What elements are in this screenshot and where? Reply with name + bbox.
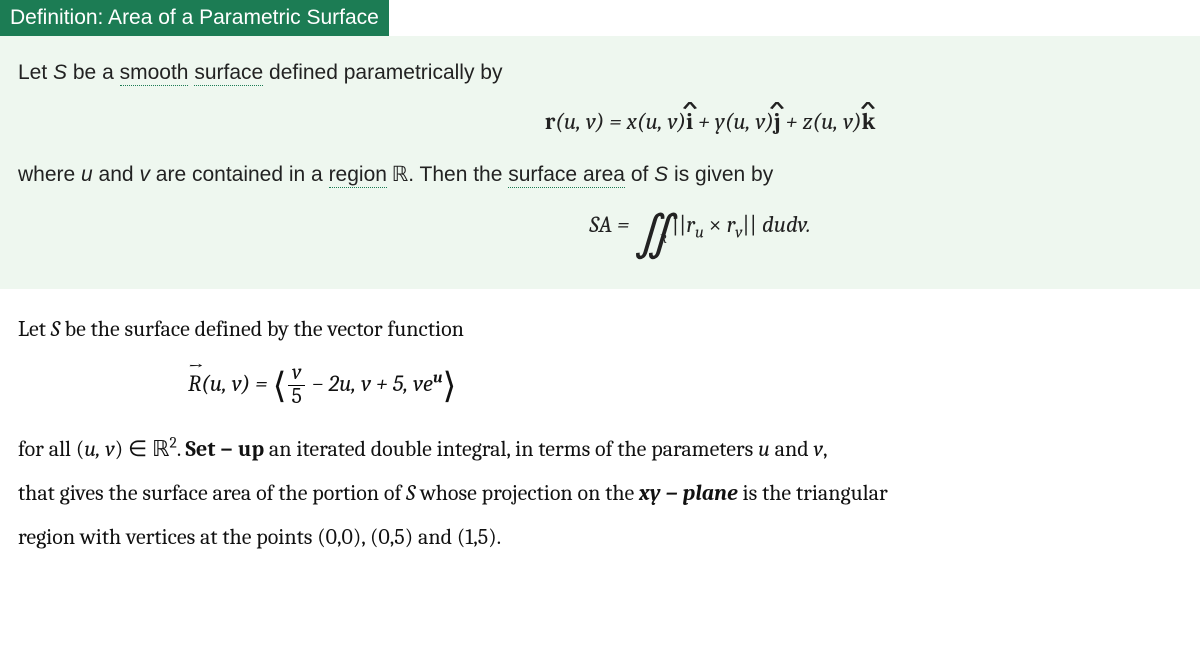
link-surface-area[interactable]: surface area xyxy=(508,163,625,188)
var-S: S xyxy=(406,480,415,506)
definition-where: where u and v are contained in a region … xyxy=(18,158,1182,193)
var-v: v xyxy=(814,436,823,462)
vec-R: R xyxy=(188,361,201,407)
integral-region: R xyxy=(659,233,666,247)
equation-R: R(u, v) = ⟨v5 − 2u, v + 5, veu⟩ xyxy=(18,361,1182,409)
var-S: S xyxy=(53,61,67,84)
dudv: dudv. xyxy=(757,211,811,238)
text: is the triangular xyxy=(738,480,888,506)
text: that gives the surface area of the porti… xyxy=(18,480,406,506)
unit-i: i xyxy=(686,104,693,141)
link-surface[interactable]: surface xyxy=(194,61,263,86)
frac-num: v xyxy=(288,362,304,386)
link-region[interactable]: region xyxy=(329,163,387,188)
var-S: S xyxy=(654,163,668,186)
equation-sa: SA = ∬R ||ru × rv|| dudv. xyxy=(18,207,1182,255)
sub-u: u xyxy=(695,224,704,243)
text: defined parametrically by xyxy=(263,61,502,84)
text: an iterated double integral, in terms of… xyxy=(264,436,758,462)
problem-line4: region with vertices at the points (0,0)… xyxy=(18,515,1182,559)
set-R: ℝ xyxy=(387,163,408,187)
problem-line2: for all (u, v) ∈ ℝ2. Set − up an iterate… xyxy=(18,427,1182,471)
text: is given by xyxy=(668,163,773,186)
text: ) ∈ xyxy=(115,436,152,462)
eq-text: (u, v) = x(u, v) xyxy=(555,108,686,135)
text: Let xyxy=(18,61,53,84)
eq-args: (u, v) = xyxy=(201,370,272,397)
var-u: u xyxy=(758,436,770,462)
unit-j: j xyxy=(774,104,781,141)
eq-text: + z(u, v) xyxy=(781,108,862,135)
equation-r: r(u, v) = x(u, v)i + y(u, v)j + z(u, v)k xyxy=(18,104,1182,141)
fraction: v5 xyxy=(288,362,304,409)
text: , xyxy=(823,436,828,462)
eq-body: − 2u, v + 5, ve xyxy=(307,370,433,397)
header-title: Definition: Area of a Parametric Surface xyxy=(10,6,379,29)
exp-u: u xyxy=(433,369,442,387)
rangle: ⟩ xyxy=(442,365,456,406)
var-uv: u, v xyxy=(84,436,115,462)
norm-open: || xyxy=(672,211,687,238)
link-smooth[interactable]: smooth xyxy=(120,61,189,86)
text: be a xyxy=(67,61,120,84)
text: are contained in a xyxy=(150,163,329,186)
definition-header: Definition: Area of a Parametric Surface xyxy=(0,0,389,36)
r: r xyxy=(727,211,736,238)
text: for all ( xyxy=(18,436,84,462)
definition-box: Let S be a smooth surface defined parame… xyxy=(0,36,1200,289)
vec-r: r xyxy=(545,108,555,135)
text: whose projection on the xyxy=(415,480,639,506)
unit-k: k xyxy=(862,104,876,141)
text: and xyxy=(770,436,814,462)
langle: ⟨ xyxy=(273,365,287,406)
xy-plane: xy − plane xyxy=(639,480,738,506)
text: and xyxy=(93,163,140,186)
var-v: v xyxy=(139,163,150,186)
problem-statement: Let S be the surface defined by the vect… xyxy=(0,289,1200,569)
set-R: ℝ xyxy=(152,436,169,462)
norm-close: || xyxy=(742,211,757,238)
var-S: S xyxy=(51,316,60,342)
sa-label: SA = xyxy=(589,211,634,238)
cross: × xyxy=(704,211,727,238)
definition-intro: Let S be a smooth surface defined parame… xyxy=(18,56,1182,90)
problem-line1: Let S be the surface defined by the vect… xyxy=(18,307,1182,351)
sq: 2 xyxy=(169,433,176,451)
text: region with vertices at the points (0,0)… xyxy=(18,524,501,550)
frac-den: 5 xyxy=(288,386,304,409)
text: where xyxy=(18,163,81,186)
text: be the surface defined by the vector fun… xyxy=(60,316,464,342)
problem-line3: that gives the surface area of the porti… xyxy=(18,471,1182,515)
text: of xyxy=(625,163,654,186)
text: Let xyxy=(18,316,51,342)
eq-text: + y(u, v) xyxy=(693,108,774,135)
text: . Then the xyxy=(408,163,508,186)
var-u: u xyxy=(81,163,93,186)
setup-bold: Set − up xyxy=(185,436,264,462)
r: r xyxy=(686,211,695,238)
double-integral-icon: ∬ xyxy=(634,216,655,255)
